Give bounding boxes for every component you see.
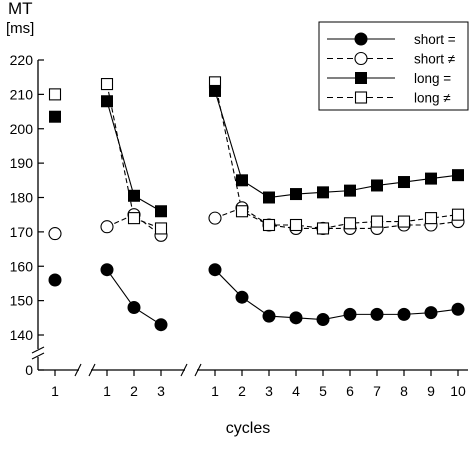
data-point <box>208 263 222 277</box>
y-tick-label: 140 <box>10 327 34 343</box>
data-point <box>100 263 114 277</box>
y-tick-label: 160 <box>10 258 34 274</box>
data-point <box>263 191 275 204</box>
x-tick-label: 3 <box>265 383 273 399</box>
data-point <box>48 273 62 287</box>
x-tick-label: 1 <box>211 383 219 399</box>
data-point <box>424 212 438 225</box>
series-line <box>214 82 459 229</box>
y-axis-label: MT <box>8 0 33 18</box>
data-point <box>452 169 464 182</box>
x-tick-label: 10 <box>450 383 466 399</box>
data-point <box>48 227 62 241</box>
x-axis-break-mark <box>88 363 96 377</box>
legend-box <box>318 21 469 111</box>
x-tick-label: 3 <box>157 383 165 399</box>
data-point <box>370 307 384 321</box>
data-point <box>425 172 437 185</box>
x-tick-label: 2 <box>238 383 246 399</box>
data-point <box>289 311 303 325</box>
legend-marker <box>354 32 368 46</box>
legend-label: long ≠ <box>414 91 451 106</box>
y-axis-break-mark <box>31 352 45 360</box>
data-point <box>289 218 303 232</box>
series-line <box>214 207 459 229</box>
x-tick-label: 5 <box>319 383 327 399</box>
data-point <box>262 309 276 323</box>
data-point <box>397 215 411 228</box>
x-tick-label: 8 <box>400 383 408 399</box>
data-point <box>371 179 383 192</box>
data-point <box>316 222 330 235</box>
data-point <box>235 290 249 304</box>
x-axis-break-mark <box>74 363 82 377</box>
y-axis-break-mark <box>31 346 45 354</box>
x-axis-label: cycles <box>226 420 270 437</box>
series-line <box>106 214 162 236</box>
data-point <box>343 307 357 321</box>
y-tick-label: 180 <box>10 190 34 206</box>
x-axis-break-mark <box>180 363 188 377</box>
data-point <box>236 174 248 187</box>
x-axis-break-mark <box>194 363 202 377</box>
y-tick-label: 170 <box>10 224 34 240</box>
y-tick-label: 200 <box>10 121 34 137</box>
legend-marker <box>354 51 368 66</box>
data-point <box>424 306 438 320</box>
y-tick-label: 220 <box>10 52 34 68</box>
y-tick-label: 210 <box>10 86 34 102</box>
data-point <box>397 307 411 321</box>
data-point <box>235 205 249 218</box>
series-line <box>106 269 162 326</box>
data-point <box>101 95 113 108</box>
data-point <box>128 189 140 202</box>
y-tick-label: 150 <box>10 293 34 309</box>
x-tick-label: 6 <box>346 383 354 399</box>
axes: 140 150 160 170 180 190 200 210 220 0 1 1 2 3 1 2 3 4 5 6 7 8… <box>10 52 468 399</box>
y-tick-label: 190 <box>10 155 34 171</box>
data-point <box>49 110 61 123</box>
legend-label: long = <box>414 71 451 86</box>
data-point <box>155 205 167 218</box>
legend-marker <box>354 91 368 104</box>
x-tick-label: 1 <box>103 383 111 399</box>
legend-label: short = <box>414 32 456 47</box>
y-axis-unit: [ms] <box>6 20 34 37</box>
data-point <box>451 302 465 316</box>
data-point <box>127 301 141 314</box>
data-point <box>100 78 114 91</box>
data-point <box>208 211 222 225</box>
legend-marker <box>355 72 367 84</box>
x-tick-label: 4 <box>292 383 300 399</box>
series-line <box>214 90 459 199</box>
x-tick-label: 9 <box>427 383 435 399</box>
data-point <box>317 186 329 199</box>
legend-label: short ≠ <box>414 52 455 67</box>
data-point <box>154 222 168 235</box>
series-layer <box>48 76 465 332</box>
x-tick-label: 1 <box>51 383 59 399</box>
data-point <box>209 84 221 97</box>
x-tick-label: 2 <box>130 383 138 399</box>
data-point <box>343 217 357 230</box>
series-line <box>214 269 459 321</box>
data-point <box>398 176 410 189</box>
data-point <box>262 218 276 232</box>
data-point <box>154 318 168 332</box>
data-point <box>344 184 356 197</box>
x-tick-label: 7 <box>373 383 381 399</box>
y-tick-label: 0 <box>25 362 33 378</box>
data-point <box>48 88 62 101</box>
data-point <box>290 188 302 201</box>
data-point <box>316 313 330 327</box>
data-point <box>370 215 384 228</box>
legend: short = short ≠ long = long ≠ <box>318 21 469 111</box>
data-point <box>100 220 114 234</box>
data-point <box>451 208 465 221</box>
data-point <box>127 212 141 225</box>
